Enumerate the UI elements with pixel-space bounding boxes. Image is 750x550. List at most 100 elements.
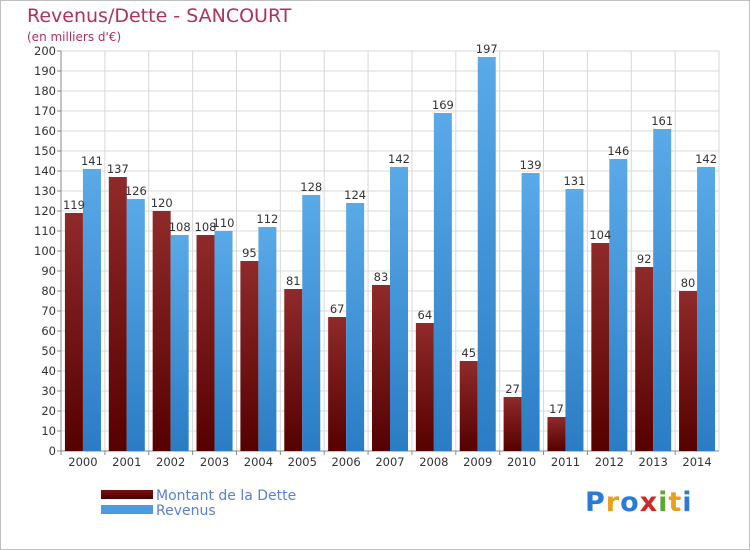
debt-bar <box>196 235 215 451</box>
y-tick-label: 200 <box>34 44 56 58</box>
x-tick-label: 2001 <box>112 455 141 469</box>
chart-title: Revenus/Dette - SANCOURT <box>27 5 292 27</box>
legend-label-debt: Montant de la Dette <box>156 488 296 504</box>
revenue-bar <box>390 167 408 451</box>
debt-bar <box>328 317 347 451</box>
revenue-bar <box>609 159 628 451</box>
debt-bar <box>108 177 127 451</box>
debt-value-label: 83 <box>374 270 389 284</box>
logo-letter: t <box>668 487 683 518</box>
debt-value-label: 108 <box>195 220 217 234</box>
legend-label-revenue: Revenus <box>156 503 216 519</box>
revenue-value-label: 197 <box>476 42 498 56</box>
debt-value-label: 95 <box>242 246 257 260</box>
x-tick-label: 2008 <box>419 455 448 469</box>
x-tick-label: 2003 <box>200 455 229 469</box>
revenue-bar <box>214 231 233 451</box>
debt-bar <box>240 261 259 451</box>
x-tick-label: 2002 <box>156 455 185 469</box>
revenue-value-label: 131 <box>563 174 585 188</box>
revenue-value-label: 128 <box>300 180 322 194</box>
revenue-value-label: 110 <box>213 216 235 230</box>
revenue-bar <box>653 129 672 451</box>
debt-bar <box>64 213 83 451</box>
debt-bar <box>503 397 522 451</box>
debt-value-label: 104 <box>589 228 611 242</box>
debt-value-label: 45 <box>461 346 476 360</box>
y-tick-label: 130 <box>34 184 56 198</box>
debt-value-label: 137 <box>107 162 129 176</box>
debt-value-label: 81 <box>286 274 301 288</box>
debt-bar <box>635 267 654 451</box>
revenue-bar <box>302 195 321 451</box>
debt-bar <box>591 243 610 451</box>
x-tick-label: 2011 <box>551 455 580 469</box>
debt-bar <box>459 361 478 451</box>
debt-value-label: 80 <box>681 276 696 290</box>
x-tick-label: 2009 <box>463 455 492 469</box>
revenue-value-label: 139 <box>520 158 542 172</box>
revenue-value-label: 126 <box>125 184 147 198</box>
logo-letter: i <box>658 487 669 518</box>
x-tick-label: 2014 <box>682 455 711 469</box>
y-tick-label: 140 <box>34 164 56 178</box>
proxiti-logo: Proxiti <box>585 487 693 518</box>
logo-letter: x <box>639 487 659 518</box>
y-tick-label: 110 <box>34 224 56 238</box>
y-tick-label: 30 <box>41 384 56 398</box>
revenue-bar <box>433 113 452 451</box>
axes: 0 10 20 30 40 50 60 70 80 90 100 110 120 130 140 150 160… <box>34 44 719 469</box>
y-tick-label: 100 <box>34 244 56 258</box>
x-tick-label: 2004 <box>244 455 273 469</box>
y-tick-label: 120 <box>34 204 56 218</box>
x-tick-label: 2013 <box>639 455 668 469</box>
debt-value-label: 17 <box>549 402 564 416</box>
revenue-value-label: 146 <box>607 144 629 158</box>
legend-swatch-debt <box>101 490 153 499</box>
logo-letter: i <box>682 487 693 518</box>
bars <box>64 57 716 451</box>
debt-bar <box>547 417 566 451</box>
chart-subtitle: (en milliers d'€) <box>27 30 122 44</box>
revenue-value-label: 142 <box>695 152 717 166</box>
y-tick-label: 60 <box>41 324 56 338</box>
debt-bar <box>415 323 434 451</box>
debt-bar <box>152 211 171 451</box>
y-tick-label: 0 <box>49 444 56 458</box>
logo-letter: r <box>605 487 621 518</box>
debt-value-label: 120 <box>151 196 173 210</box>
y-tick-label: 150 <box>34 144 56 158</box>
revenue-bar <box>126 199 145 451</box>
y-tick-label: 90 <box>41 264 56 278</box>
y-tick-label: 180 <box>34 84 56 98</box>
revenue-value-label: 112 <box>256 212 278 226</box>
y-tick-label: 80 <box>41 284 56 298</box>
y-tick-label: 170 <box>34 104 56 118</box>
debt-value-label: 92 <box>637 252 652 266</box>
revenue-bar <box>258 227 277 451</box>
debt-value-label: 67 <box>330 302 345 316</box>
y-tick-label: 70 <box>41 304 56 318</box>
revenue-value-label: 124 <box>344 188 366 202</box>
debt-bar <box>679 291 698 451</box>
debt-value-label: 64 <box>418 308 433 322</box>
legend-swatch-revenue <box>101 505 153 514</box>
x-tick-label: 2005 <box>288 455 317 469</box>
y-tick-label: 40 <box>41 364 56 378</box>
revenue-value-label: 161 <box>651 114 673 128</box>
revenue-bar <box>170 235 189 451</box>
y-tick-label: 190 <box>34 64 56 78</box>
y-tick-label: 10 <box>41 424 56 438</box>
revenue-value-label: 142 <box>388 152 410 166</box>
logo-letter: P <box>585 487 606 518</box>
y-tick-label: 20 <box>41 404 56 418</box>
revenue-value-label: 169 <box>432 98 454 112</box>
x-tick-label: 2010 <box>507 455 536 469</box>
revenue-bar <box>565 189 584 451</box>
revenue-bar <box>82 169 101 451</box>
revenue-bar <box>521 173 540 451</box>
revenue-value-label: 108 <box>169 220 191 234</box>
